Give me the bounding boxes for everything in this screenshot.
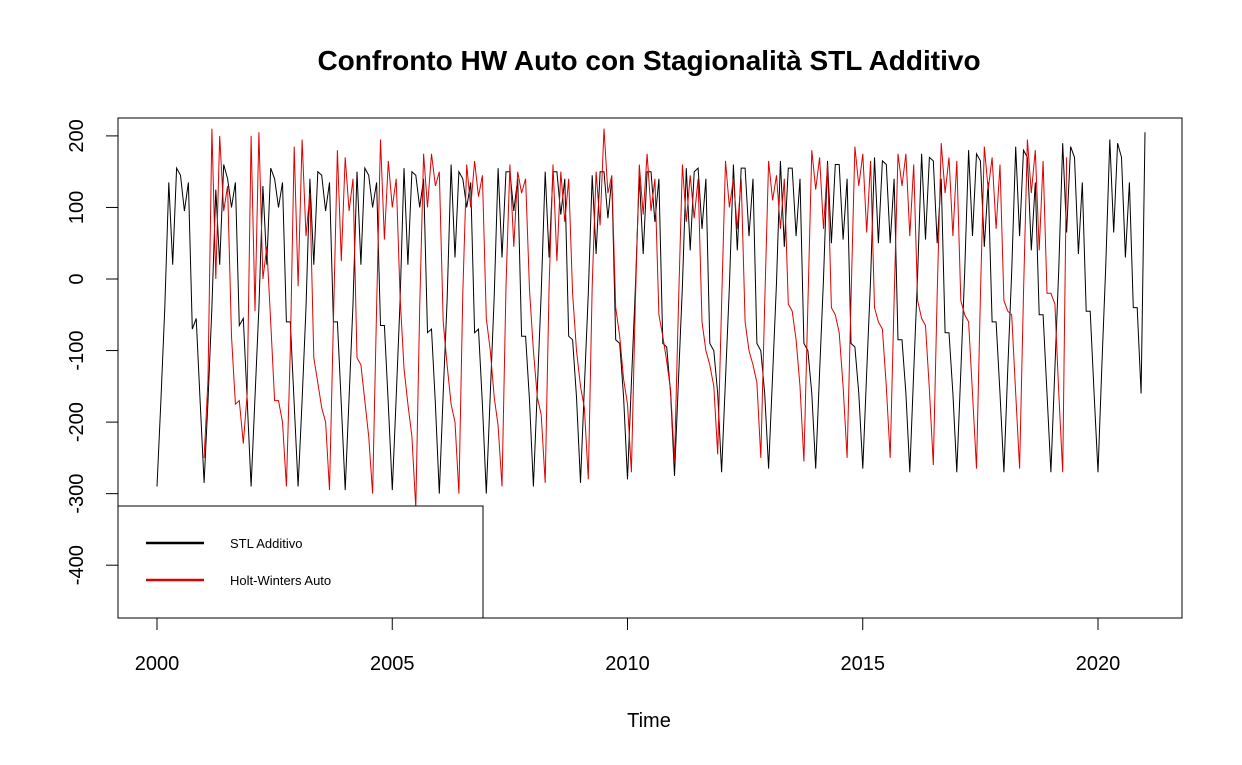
legend-box [117, 505, 484, 619]
x-axis: 2000 2005 2010 2015 2020 [135, 617, 1121, 675]
legend: STL Additivo Holt-Winters Auto [117, 505, 484, 619]
y-tick-label: 0 [66, 273, 88, 284]
y-tick-label: -200 [66, 402, 88, 442]
x-tick-label: 2010 [605, 653, 650, 675]
x-tick-label: 2020 [1076, 653, 1121, 675]
x-tick-label: 2015 [841, 653, 886, 675]
x-tick-label: 2005 [370, 653, 415, 675]
legend-label-stl-additivo: STL Additivo [230, 536, 303, 551]
y-tick-label: 200 [66, 119, 88, 152]
y-tick-label: -400 [66, 545, 88, 585]
series-line-stl-additivo [156, 132, 1146, 494]
y-tick-label: -100 [66, 331, 88, 371]
y-tick-label: -300 [66, 474, 88, 514]
legend-label-holt-winters-auto: Holt-Winters Auto [230, 573, 331, 588]
x-axis-label: Time [627, 710, 671, 732]
y-tick-label: 100 [66, 191, 88, 224]
chart-title: Confronto HW Auto con Stagionalità STL A… [317, 45, 980, 76]
series-line-holt-winters-auto [203, 128, 1068, 509]
x-tick-label: 2000 [135, 653, 180, 675]
series-layer [156, 128, 1146, 509]
y-axis: 200 100 0 -100 -200 -300 -400 [66, 119, 119, 585]
